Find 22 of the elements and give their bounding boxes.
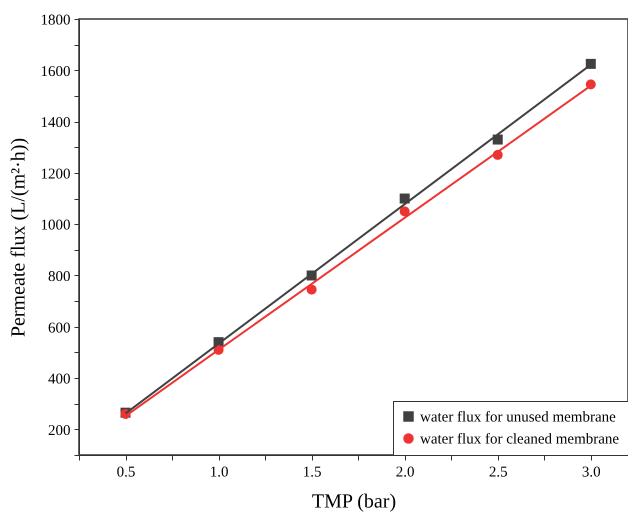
x-tick-label: 1.0	[210, 464, 228, 480]
y-tick-label: 400	[48, 372, 70, 388]
point	[400, 194, 410, 204]
y-axis-title: Permeate flux (L/(m²·h))	[8, 138, 30, 338]
x-tick-label: 1.5	[302, 464, 322, 480]
x-tick-label: 2.5	[488, 464, 508, 480]
x-tick-label: 0.5	[116, 464, 136, 480]
y-tick-label: 1000	[40, 218, 70, 234]
y-tick-label: 600	[48, 320, 70, 336]
x-tick-label: 3.0	[582, 464, 601, 480]
x-axis-title: TMP (bar)	[312, 490, 396, 512]
y-tick-label: 200	[48, 422, 70, 439]
x-tick-label: 2.0	[396, 464, 415, 480]
point	[400, 206, 410, 216]
point	[306, 284, 317, 295]
y-tick-label: 1200	[40, 166, 70, 182]
legend-label: water flux for unused membrane	[420, 410, 616, 426]
y-tick-label: 1800	[40, 12, 70, 28]
y-tick-label: 1600	[40, 64, 70, 80]
y-tick-label: 1400	[40, 115, 70, 132]
legend-label: water flux for cleaned membrane	[420, 432, 620, 448]
y-tick-label: 800	[48, 268, 70, 285]
